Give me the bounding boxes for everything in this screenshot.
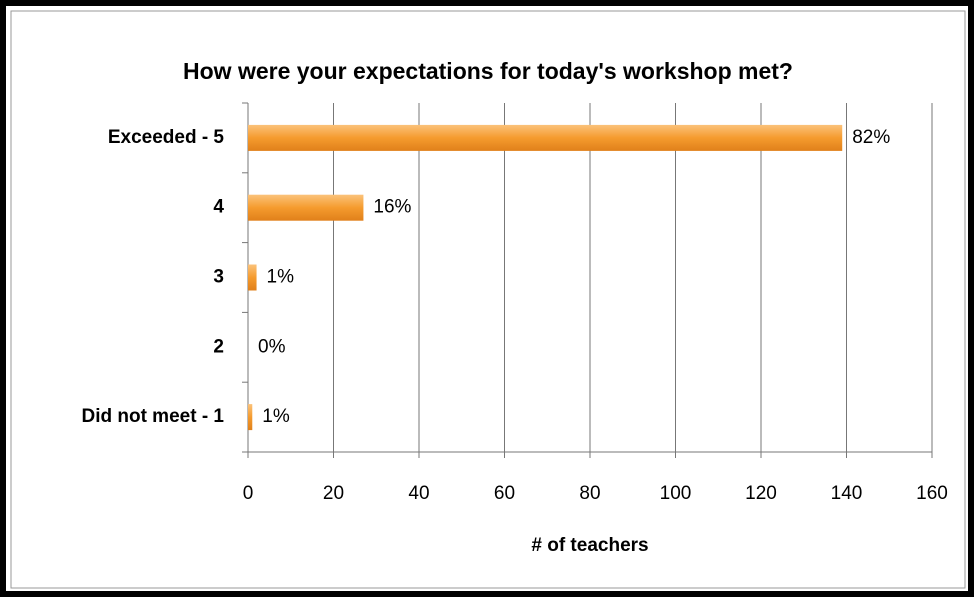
x-tick-label: 0 [243,483,254,504]
bar [248,194,364,221]
bar [248,404,253,431]
data-label: 0% [258,336,286,357]
data-label: 1% [262,406,290,427]
y-tick-label: 4 [213,197,224,218]
y-tick-label: 3 [213,267,224,288]
x-tick-label: 120 [745,483,777,504]
chart-title: How were your expectations for today's w… [183,58,793,84]
x-tick-label: 100 [660,483,692,504]
y-tick-label: 2 [213,336,224,357]
data-label: 1% [267,267,295,288]
bar [248,124,843,151]
inner-frame [10,10,966,589]
x-tick-label: 160 [916,483,948,504]
x-axis-title: # of teachers [531,535,648,556]
data-label: 16% [373,197,411,218]
x-tick-label: 40 [408,483,429,504]
y-tick-label: Exceeded - 5 [108,127,225,148]
x-tick-label: 20 [323,483,344,504]
data-label: 82% [852,127,890,148]
x-tick-label: 60 [494,483,515,504]
bar [248,264,257,291]
x-tick-label: 140 [831,483,863,504]
x-tick-label: 80 [579,483,600,504]
y-tick-label: Did not meet - 1 [81,406,224,427]
